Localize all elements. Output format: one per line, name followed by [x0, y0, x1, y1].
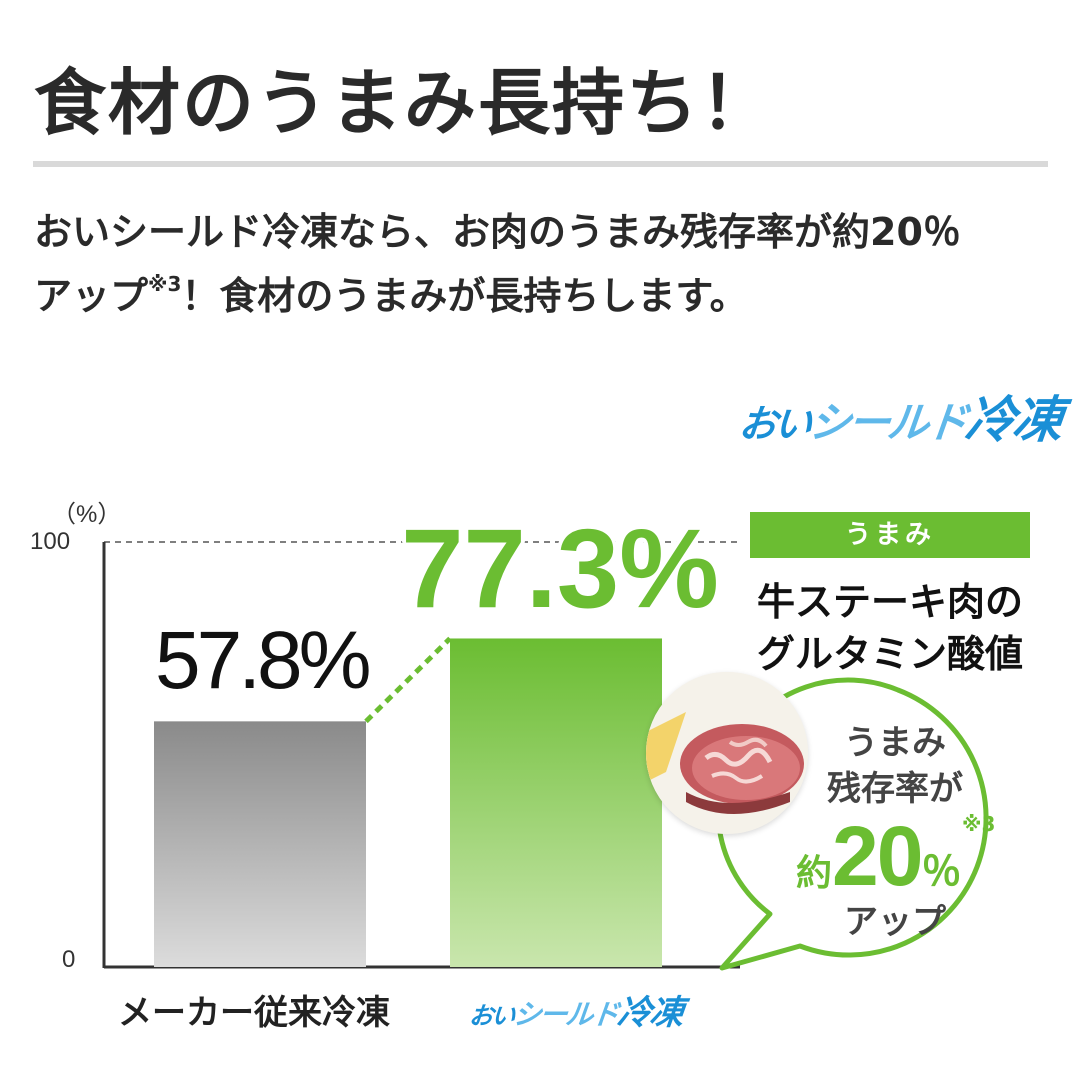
bubble-line-1: うまみ	[844, 723, 946, 763]
description-line-1: おいシールド冷凍なら、お肉のうまみ残存率が約20％	[34, 210, 961, 254]
metric-label: 牛ステーキ肉の グルタミン酸値	[740, 576, 1040, 680]
description-line-2-post: ！食材のうまみが長持ちします。	[181, 274, 748, 318]
y-tick-0: 0	[62, 946, 76, 973]
description-line-2-pre: アップ	[34, 274, 149, 318]
umami-badge: うまみ	[750, 512, 1030, 558]
bubble-line-2: 残存率が	[827, 769, 963, 809]
bubble-footnote-mark: ※3	[962, 812, 996, 836]
description: おいシールド冷凍なら、お肉のうまみ残存率が約20％ アップ※3！食材のうまみが長…	[34, 200, 1064, 328]
y-tick-100: 100	[30, 528, 71, 555]
bar-conventional	[154, 721, 366, 967]
bar-oi-shield	[450, 638, 662, 967]
footnote-mark: ※3	[148, 272, 182, 296]
bubble-prefix: 約	[796, 853, 833, 894]
metric-line-1: 牛ステーキ肉の	[756, 580, 1023, 624]
category-label-oi-shield: おいシールド冷凍	[467, 993, 684, 1033]
description-line-2: アップ※3！食材のうまみが長持ちします。	[34, 264, 1064, 328]
bar-connector-line	[364, 636, 452, 724]
bubble-lines: うまみ 残存率が	[770, 720, 1020, 812]
bubble-highlight: 約20％	[796, 808, 961, 905]
y-axis-unit-label: （%）	[52, 501, 122, 528]
steak-photo	[646, 672, 808, 834]
data-label-oi-shield: 77.3%	[401, 506, 719, 631]
data-label-conventional: 57.8%	[155, 615, 372, 706]
bubble-number: 20	[832, 809, 923, 903]
divider	[33, 161, 1048, 167]
bubble-percent: ％	[921, 849, 962, 895]
headline: 食材のうまみ長持ち！	[34, 61, 775, 145]
metric-line-2: グルタミン酸値	[756, 632, 1023, 676]
category-label-conventional: メーカー従来冷凍	[118, 993, 390, 1033]
bubble-suffix: アップ	[844, 902, 946, 942]
